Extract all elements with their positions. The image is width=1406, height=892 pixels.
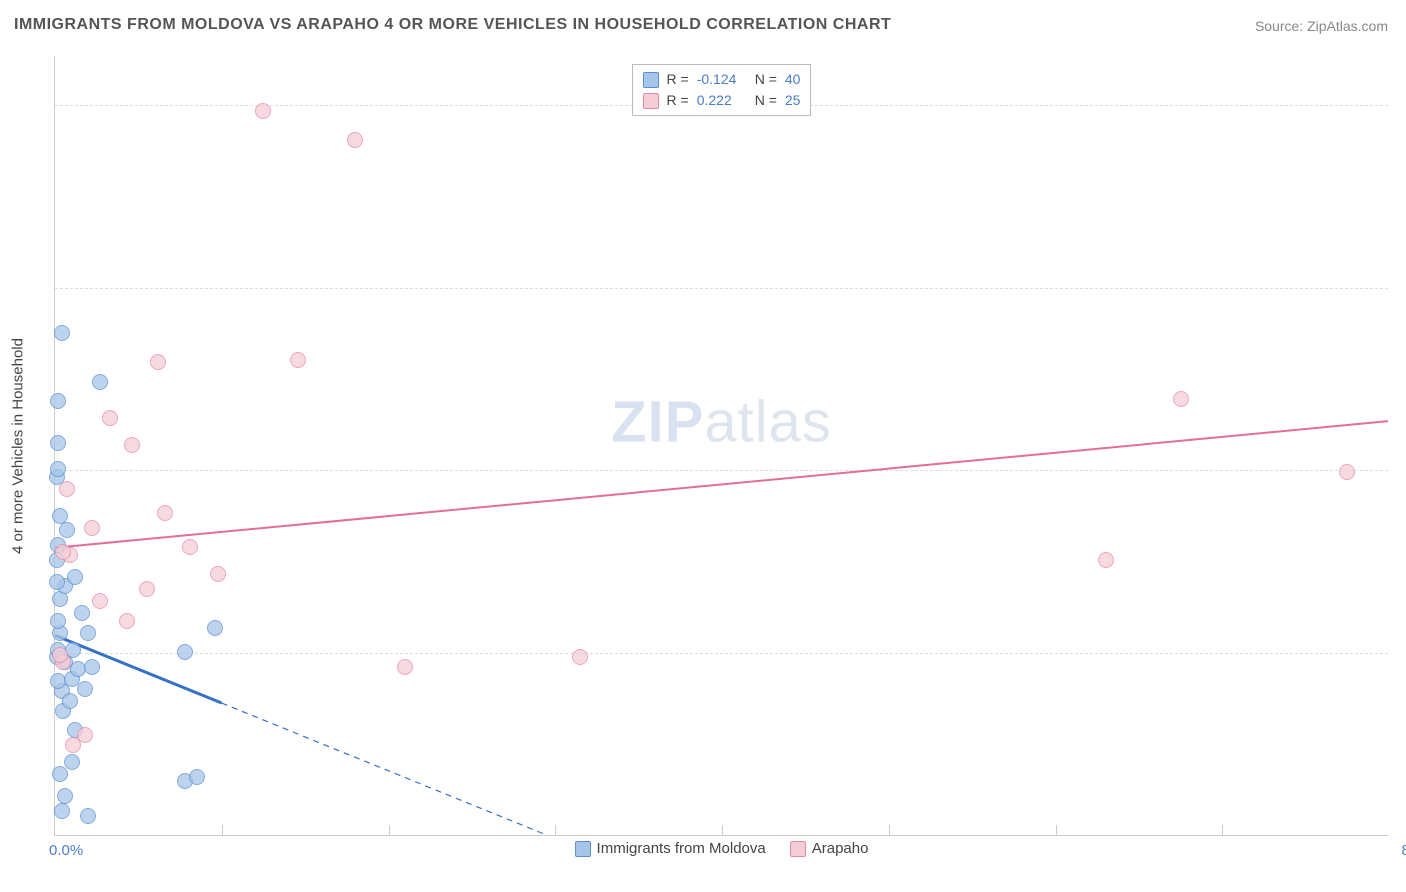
data-point-arapaho: [102, 410, 118, 426]
data-point-arapaho: [1173, 391, 1189, 407]
data-point-moldova: [189, 769, 205, 785]
data-point-moldova: [80, 625, 96, 641]
data-point-arapaho: [157, 505, 173, 521]
ytick-label: 15.0%: [1394, 462, 1406, 479]
data-point-arapaho: [65, 737, 81, 753]
data-point-arapaho: [139, 581, 155, 597]
watermark-thin: atlas: [704, 390, 832, 455]
xtick-minor: [889, 825, 890, 835]
grid-h: [55, 288, 1388, 289]
chart-title: IMMIGRANTS FROM MOLDOVA VS ARAPAHO 4 OR …: [14, 16, 891, 34]
data-point-arapaho: [347, 132, 363, 148]
watermark-logo: ZIPatlas: [611, 389, 832, 456]
n-label: N =: [755, 90, 777, 111]
legend-label-arapaho: Arapaho: [812, 840, 869, 857]
xtick-min: 0.0%: [49, 842, 83, 859]
grid-h: [55, 470, 1388, 471]
data-point-moldova: [50, 613, 66, 629]
data-point-moldova: [50, 461, 66, 477]
data-point-arapaho: [124, 437, 140, 453]
data-point-arapaho: [1098, 552, 1114, 568]
data-point-moldova: [177, 644, 193, 660]
legend-item-arapaho: Arapaho: [790, 840, 869, 857]
legend-swatch-arapaho: [790, 841, 806, 857]
watermark-bold: ZIP: [611, 390, 704, 455]
data-point-moldova: [57, 788, 73, 804]
data-point-moldova: [59, 522, 75, 538]
data-point-moldova: [52, 766, 68, 782]
data-point-moldova: [54, 803, 70, 819]
xtick-minor: [389, 825, 390, 835]
data-point-moldova: [50, 435, 66, 451]
xtick-minor: [1222, 825, 1223, 835]
n-value-arapaho: 25: [785, 90, 801, 111]
data-point-moldova: [62, 693, 78, 709]
stats-row-arapaho: R = 0.222 N = 25: [643, 90, 801, 111]
n-label: N =: [755, 69, 777, 90]
data-point-arapaho: [290, 352, 306, 368]
data-point-arapaho: [119, 613, 135, 629]
data-point-arapaho: [59, 481, 75, 497]
swatch-arapaho: [643, 93, 659, 109]
xtick-minor: [555, 825, 556, 835]
n-value-moldova: 40: [785, 69, 801, 90]
legend-label-moldova: Immigrants from Moldova: [597, 840, 766, 857]
r-value-moldova: -0.124: [697, 69, 747, 90]
bottom-legend: Immigrants from Moldova Arapaho: [575, 840, 869, 857]
stats-row-moldova: R = -0.124 N = 40: [643, 69, 801, 90]
trendline-moldova-dashed: [222, 703, 547, 835]
data-point-arapaho: [52, 647, 68, 663]
data-point-moldova: [67, 569, 83, 585]
data-point-arapaho: [182, 539, 198, 555]
yaxis-label: 4 or more Vehicles in Household: [10, 338, 27, 554]
data-point-arapaho: [210, 566, 226, 582]
data-point-moldova: [54, 325, 70, 341]
legend-item-moldova: Immigrants from Moldova: [575, 840, 766, 857]
r-label: R =: [667, 69, 689, 90]
data-point-moldova: [77, 681, 93, 697]
data-point-moldova: [84, 659, 100, 675]
data-point-moldova: [64, 754, 80, 770]
data-point-moldova: [207, 620, 223, 636]
data-point-moldova: [74, 605, 90, 621]
xtick-minor: [722, 825, 723, 835]
r-value-arapaho: 0.222: [697, 90, 747, 111]
trendline-arapaho: [55, 421, 1388, 548]
swatch-moldova: [643, 72, 659, 88]
data-point-arapaho: [572, 649, 588, 665]
grid-h: [55, 653, 1388, 654]
data-point-arapaho: [150, 354, 166, 370]
trendlines-svg: [55, 56, 1388, 835]
xtick-minor: [222, 825, 223, 835]
stats-legend-box: R = -0.124 N = 40 R = 0.222 N = 25: [632, 64, 812, 116]
data-point-arapaho: [55, 544, 71, 560]
data-point-arapaho: [1339, 464, 1355, 480]
r-label: R =: [667, 90, 689, 111]
data-point-moldova: [80, 808, 96, 824]
source-attribution: Source: ZipAtlas.com: [1255, 18, 1388, 34]
ytick-label: 30.0%: [1394, 96, 1406, 113]
ytick-label: 7.5%: [1394, 645, 1406, 662]
data-point-arapaho: [397, 659, 413, 675]
ytick-label: 22.5%: [1394, 279, 1406, 296]
xtick-minor: [1056, 825, 1057, 835]
data-point-moldova: [92, 374, 108, 390]
plot-area: ZIPatlas 7.5%15.0%22.5%30.0% R = -0.124 …: [54, 56, 1388, 836]
data-point-arapaho: [84, 520, 100, 536]
data-point-moldova: [49, 574, 65, 590]
data-point-arapaho: [92, 593, 108, 609]
data-point-arapaho: [255, 103, 271, 119]
data-point-moldova: [50, 393, 66, 409]
xtick-max: 80.0%: [1401, 842, 1406, 859]
legend-swatch-moldova: [575, 841, 591, 857]
data-point-moldova: [52, 508, 68, 524]
